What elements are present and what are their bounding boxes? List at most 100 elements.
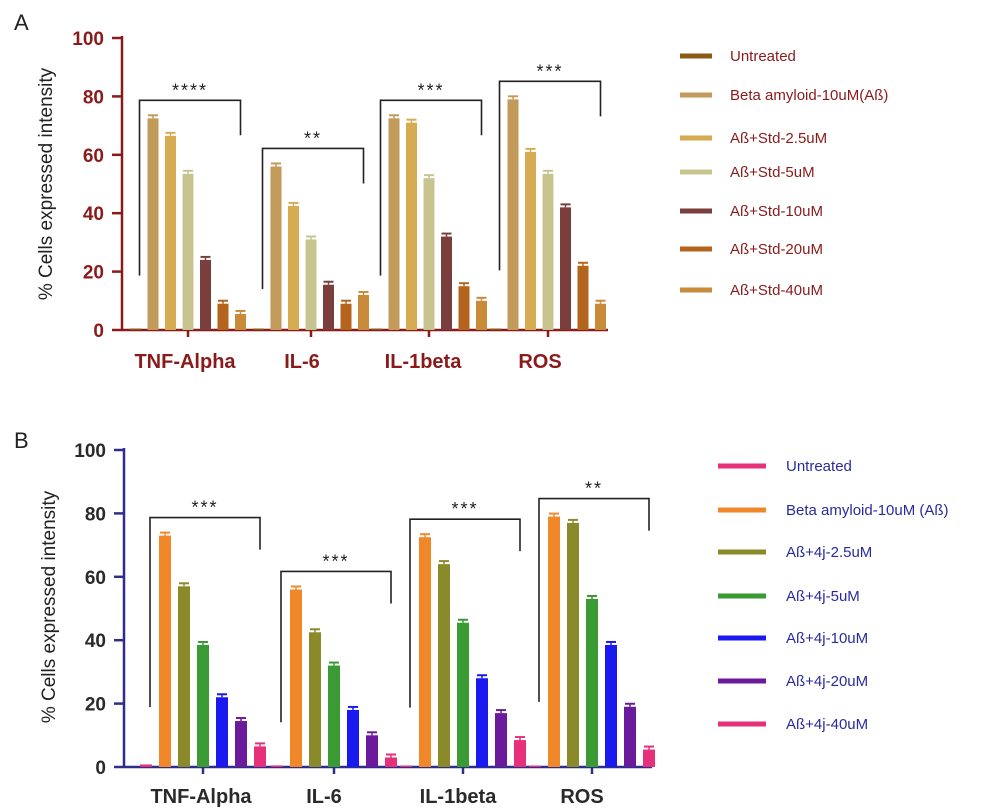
panel-a-y-tick-label: 80 — [83, 87, 104, 108]
panel-a-bar — [388, 118, 400, 330]
panel-a-bar — [595, 303, 606, 330]
panel-b-legend-label: Untreated — [786, 458, 852, 475]
panel-b-category-label: TNF-Alpha — [150, 786, 252, 808]
panel-a-chart: A % Cells expressed intensity 0 20 40 60 80 1… — [14, 10, 888, 373]
panel-b-bar — [309, 632, 321, 767]
panel-a-bar — [165, 135, 176, 330]
panel-b-y-tick-label: 40 — [85, 631, 106, 652]
panel-a-category-label: TNF-Alpha — [134, 351, 236, 373]
panel-a-bar — [358, 294, 369, 330]
panel-a-bar — [371, 328, 382, 330]
panel-b-letter: B — [14, 428, 29, 453]
panel-b-bar — [254, 746, 266, 767]
panel-b-legend-label: Aß+4j-20uM — [786, 673, 868, 690]
panel-a-category-label: IL-1beta — [385, 351, 463, 373]
panel-b-significance-label: ** — [585, 479, 603, 499]
panel-a-bar — [507, 99, 519, 330]
panel-a-bar — [305, 239, 317, 330]
panel-b-bar — [197, 644, 209, 767]
panel-a-letter: A — [14, 10, 29, 35]
panel-a-category-label: ROS — [518, 351, 561, 373]
panel-a-legend-label: Beta amyloid-10uM(Aß) — [730, 87, 888, 104]
panel-a-significance-label: *** — [536, 61, 563, 81]
panel-b-bar — [624, 706, 636, 767]
panel-b-significance-bracket — [149, 516, 261, 708]
panel-b-y-tick-label: 100 — [74, 441, 106, 462]
panel-b-category-label: IL-1beta — [420, 786, 498, 808]
panel-a-bar — [476, 300, 487, 330]
panel-b-category-label: ROS — [560, 786, 603, 808]
panel-a-bar — [406, 122, 417, 331]
panel-b-significance-label: *** — [322, 551, 349, 571]
panel-a-significance-bracket — [498, 80, 602, 271]
panel-b-legend-label: Aß+4j-10uM — [786, 630, 868, 647]
panel-b-legend-label: Aß+4j-2.5uM — [786, 544, 872, 561]
panel-a-bar — [253, 328, 264, 330]
panel-a-y-tick-label: 40 — [83, 204, 104, 225]
panel-a-bar — [458, 286, 470, 330]
panel-a-bar — [130, 328, 141, 330]
panel-a-y-tick-label: 0 — [93, 321, 104, 342]
panel-b-significance-bracket — [538, 497, 650, 702]
panel-b-bar — [514, 740, 526, 767]
panel-a-legend: Untreated Beta amyloid-10uM(Aß) Aß+Std-2.5… — [680, 48, 888, 299]
panel-b-legend: Untreated Beta amyloid-10uM (Aß) Aß+4j-2.5… — [718, 458, 949, 733]
panel-b-bar — [366, 735, 378, 767]
panel-a-significance-bracket — [138, 99, 242, 276]
panel-a-y-tick-label: 100 — [72, 29, 104, 50]
panel-a-y-tick-label: 20 — [83, 263, 104, 284]
panel-b-y-axis-label: % Cells expressed intensity — [39, 490, 60, 723]
panel-a-y-tick-label: 60 — [83, 146, 104, 167]
panel-a-bar — [490, 328, 501, 330]
panel-a-bar — [235, 313, 246, 330]
panel-b-significance-label: *** — [451, 499, 478, 519]
panel-b-y-tick-label: 0 — [95, 758, 106, 779]
panel-a-legend-label: Untreated — [730, 48, 796, 65]
panel-a-significance-label: *** — [417, 80, 444, 100]
panel-b-bar — [476, 678, 488, 767]
panel-a-legend-label: Aß+Std-5uM — [730, 164, 815, 181]
panel-a-legend-label: Aß+Std-40uM — [730, 282, 823, 299]
panel-a-bar — [217, 303, 229, 330]
panel-a-legend-label: Aß+Std-10uM — [730, 203, 823, 220]
panel-b-bar — [400, 765, 412, 767]
panel-b-bar — [271, 765, 283, 767]
panel-b-bar — [643, 749, 655, 767]
panel-a-bar — [441, 236, 452, 330]
panel-b-bar — [495, 713, 507, 767]
panel-a-bar — [182, 173, 194, 330]
panel-b-chart: B % Cells expressed intensity 0 20 40 60 80 1… — [14, 428, 949, 808]
panel-b-bar — [529, 765, 541, 767]
panel-b-bar — [159, 535, 171, 767]
panel-a-significance-bracket — [261, 147, 365, 290]
panel-b-y-tick-label: 80 — [85, 504, 106, 525]
panel-a-y-axis-label: % Cells expressed intensity — [36, 67, 57, 300]
panel-b-y-tick-label: 20 — [85, 695, 106, 716]
panel-a-bar — [560, 207, 571, 330]
panel-b-y-tick-label: 60 — [85, 568, 106, 589]
panel-b-bar — [235, 721, 247, 767]
panel-b-significance-bracket — [409, 518, 521, 708]
panel-a-legend-label: Aß+Std-2.5uM — [730, 130, 827, 147]
panel-b-bar — [438, 564, 450, 767]
panel-b-bar — [178, 586, 190, 767]
panel-b-legend-label: Aß+4j-40uM — [786, 716, 868, 733]
panel-b-bar — [419, 537, 431, 767]
panel-a-bar — [323, 284, 334, 330]
panel-b-bar — [567, 522, 579, 767]
panel-a-bar — [200, 259, 211, 330]
panel-a-significance-label: **** — [172, 80, 208, 100]
panel-b-category-label: IL-6 — [306, 786, 342, 808]
panel-b-bar — [328, 665, 340, 767]
panel-b-bar — [548, 516, 560, 767]
panel-b-significance-label: *** — [191, 498, 218, 518]
panel-a-bar — [577, 265, 589, 330]
panel-b-bar — [140, 764, 152, 767]
panel-b-bar — [347, 709, 359, 767]
panel-a-category-label: IL-6 — [284, 351, 320, 373]
panel-a-significance-bracket — [379, 99, 483, 276]
panel-b-significance-bracket — [280, 570, 392, 723]
